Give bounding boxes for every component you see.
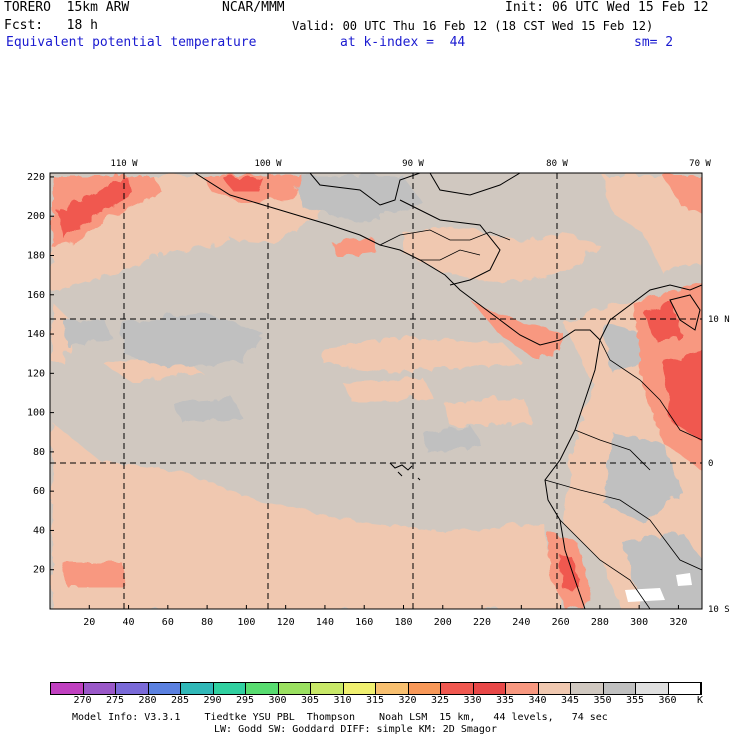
colorbar-swatch (246, 683, 279, 694)
colorbar-level-label: 355 (625, 695, 645, 706)
x-tick-label: 140 (316, 617, 334, 628)
lat-label-0: 0 (708, 459, 713, 469)
y-axis-ticks: 220 200 180 160 140 120 100 80 60 40 20 (27, 172, 54, 576)
init-time: Init: 06 UTC Wed 15 Feb 12 (505, 0, 709, 15)
x-tick-label: 240 (512, 617, 530, 628)
colorbar-swatch (51, 683, 84, 694)
x-tick-label: 200 (434, 617, 452, 628)
y-tick-label: 140 (27, 329, 45, 340)
colorbar-swatch (441, 683, 474, 694)
y-tick-label: 160 (27, 290, 45, 301)
field-name: Equivalent potential temperature (6, 35, 257, 50)
colorbar-swatch (148, 683, 181, 694)
physics-info: LW: Godd SW: Goddard DIFF: simple KM: 2D… (214, 724, 497, 735)
theta-e-field (50, 173, 702, 609)
y-tick-label: 40 (33, 525, 45, 536)
lon-label-80w: 80 W (546, 159, 568, 169)
lon-label-110w: 110 W (110, 159, 138, 169)
forecast-hour: Fcst: 18 h (4, 18, 98, 33)
x-tick-label: 260 (552, 617, 570, 628)
colorbar-swatch (408, 683, 441, 694)
colorbar-swatch (278, 683, 311, 694)
colorbar-swatch (213, 683, 246, 694)
colorbar-level-label: 330 (463, 695, 482, 706)
colorbar-level-label: 270 (73, 695, 92, 706)
x-tick-label: 40 (123, 617, 135, 628)
colorbar-level-label: 275 (105, 695, 125, 706)
y-tick-label: 180 (27, 250, 45, 261)
colorbar-level-label: 350 (593, 695, 612, 706)
colorbar-swatch (83, 683, 116, 694)
map-frame (49, 172, 703, 610)
valid-time: Valid: 00 UTC Thu 16 Feb 12 (18 CST Wed … (292, 19, 654, 33)
lon-label-90w: 90 W (402, 159, 424, 169)
y-tick-label: 220 (27, 172, 45, 183)
center-name: NCAR/MMM (222, 0, 285, 15)
colorbar-level-label: 310 (333, 695, 352, 706)
colorbar-level-label: 285 (170, 695, 190, 706)
colorbar-unit: K (696, 695, 704, 706)
level-info: at k-index = 44 (340, 35, 466, 50)
colorbar-swatch (506, 683, 539, 694)
colorbar-swatch (343, 683, 376, 694)
colorbar-level-label: 345 (560, 695, 580, 706)
colorbar-level-label: 315 (365, 695, 385, 706)
colorbar-level-label: 325 (430, 695, 450, 706)
y-tick-label: 80 (33, 447, 45, 458)
x-tick-label: 220 (473, 617, 491, 628)
colorbar-level-label: 335 (495, 695, 515, 706)
y-tick-label: 60 (33, 486, 45, 497)
lat-label-10s: 10 S (708, 605, 730, 615)
colorbar-level-label: 360 (658, 695, 677, 706)
x-tick-label: 120 (277, 617, 295, 628)
colorbar-level-label: 300 (268, 695, 287, 706)
y-tick-label: 20 (33, 565, 45, 576)
colorbar-swatch (538, 683, 571, 694)
colorbar-level-label: 340 (528, 695, 547, 706)
colorbar-swatch (181, 683, 214, 694)
x-tick-label: 160 (355, 617, 373, 628)
model-title: TORERO 15km ARW (4, 0, 130, 15)
graticule (50, 173, 702, 609)
lon-label-100w: 100 W (254, 159, 282, 169)
x-tick-label: 320 (669, 617, 687, 628)
lon-label-70w: 70 W (689, 159, 711, 169)
y-tick-label: 100 (27, 408, 45, 419)
lat-label-10n: 10 N (708, 315, 730, 325)
x-tick-label: 100 (237, 617, 255, 628)
colorbar-level-label: 290 (203, 695, 222, 706)
colorbar-swatch (376, 683, 409, 694)
x-tick-label: 300 (630, 617, 648, 628)
borders (379, 229, 702, 609)
y-tick-label: 120 (27, 368, 45, 379)
colorbar-swatch (311, 683, 344, 694)
colorbar-level-label: 280 (138, 695, 157, 706)
x-tick-label: 60 (162, 617, 174, 628)
x-axis-ticks: 20 40 60 80 100 120 140 160 180 200 220 240 260 280 30… (83, 605, 687, 628)
x-tick-label: 80 (201, 617, 213, 628)
colorbar-swatch (668, 683, 701, 694)
x-tick-label: 180 (394, 617, 412, 628)
colorbar-level-label: 295 (235, 695, 255, 706)
colorbar-swatch (636, 683, 669, 694)
colorbar-swatch (116, 683, 149, 694)
model-info: Model Info: V3.3.1 Tiedtke YSU PBL Thomp… (72, 712, 608, 723)
colorbar-level-label: 320 (398, 695, 417, 706)
x-tick-label: 20 (83, 617, 95, 628)
colorbar-swatch (603, 683, 636, 694)
colorbar-level-label: 305 (300, 695, 320, 706)
y-tick-label: 200 (27, 211, 45, 222)
colorbar (50, 682, 702, 695)
colorbar-swatch (571, 683, 604, 694)
smoothing-info: sm= 2 (634, 35, 674, 50)
colorbar-swatch (473, 683, 506, 694)
x-tick-label: 280 (591, 617, 609, 628)
